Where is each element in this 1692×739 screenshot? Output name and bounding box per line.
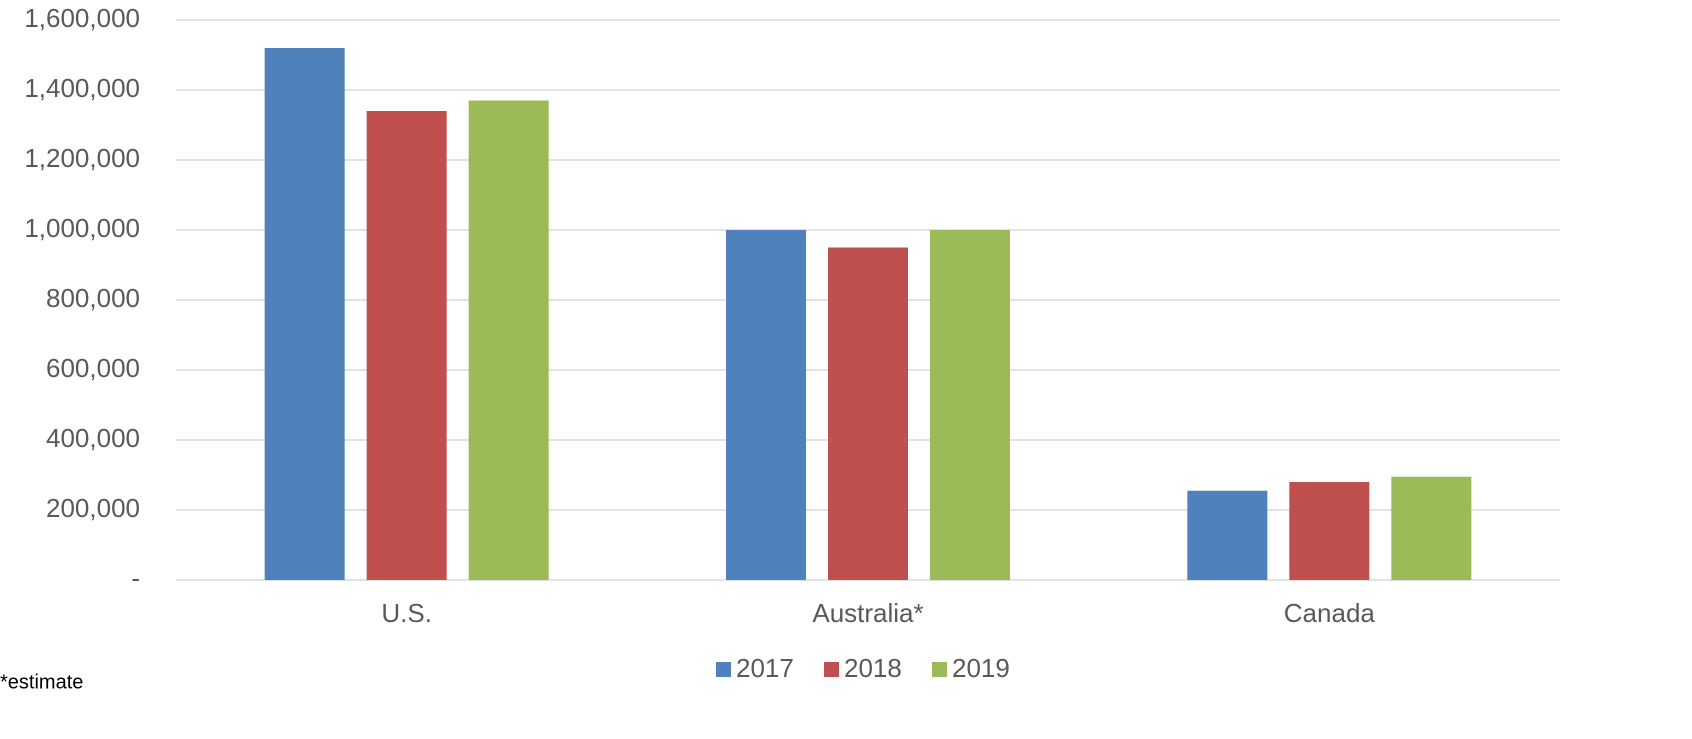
bar [264,48,345,580]
x-tick-label: U.S. [381,598,432,628]
legend-swatch [716,662,731,677]
y-tick-label: 1,600,000 [24,3,140,33]
bar [366,111,447,580]
y-tick-label: 400,000 [46,423,140,453]
y-tick-label: 1,200,000 [24,143,140,173]
x-tick-label: Canada [1284,598,1376,628]
bar [1187,490,1268,580]
legend-label: 2018 [844,653,902,683]
y-tick-label: 1,400,000 [24,73,140,103]
bar [1289,482,1370,580]
y-tick-label: 200,000 [46,493,140,523]
legend-swatch [824,662,839,677]
bar [828,247,908,580]
y-tick-label: 600,000 [46,353,140,383]
legend-label: 2017 [736,653,794,683]
y-tick-label: 800,000 [46,283,140,313]
bar [726,230,806,580]
legend-label: 2019 [952,653,1010,683]
footnote: *estimate [0,671,83,693]
legend-swatch [932,662,947,677]
y-tick-label: 1,000,000 [24,213,140,243]
bar [930,230,1010,580]
bar [1391,476,1472,580]
bar [468,100,549,580]
y-tick-label: - [131,563,140,593]
x-tick-label: Australia* [812,598,923,628]
